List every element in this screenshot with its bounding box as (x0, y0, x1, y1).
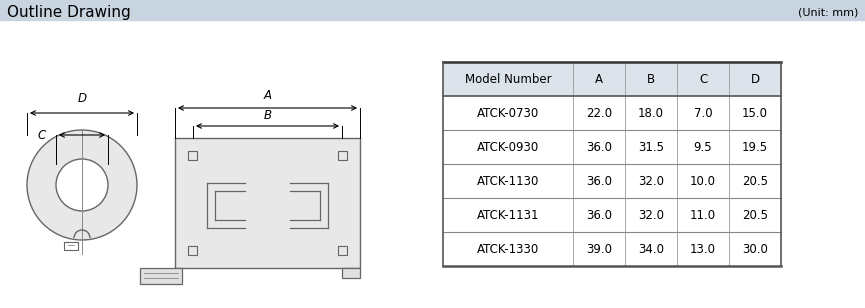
Text: 11.0: 11.0 (690, 209, 716, 221)
Text: 18.0: 18.0 (638, 107, 664, 120)
Text: C: C (38, 128, 46, 141)
Bar (338, 246, 347, 255)
Text: 31.5: 31.5 (638, 140, 664, 153)
Text: 9.5: 9.5 (694, 140, 712, 153)
Text: ATCK-1131: ATCK-1131 (477, 209, 539, 221)
Text: 22.0: 22.0 (586, 107, 612, 120)
Text: 15.0: 15.0 (742, 107, 768, 120)
Bar (443, 164, 781, 198)
Text: C: C (699, 72, 707, 86)
Text: Model Number: Model Number (465, 72, 551, 86)
Text: 20.5: 20.5 (742, 209, 768, 221)
Text: 19.5: 19.5 (742, 140, 768, 153)
Bar (443, 198, 781, 232)
Text: B: B (264, 109, 272, 122)
Text: 10.0: 10.0 (690, 175, 716, 188)
Bar (140, 268, 182, 284)
Bar (188, 246, 197, 255)
Bar (443, 232, 781, 266)
Bar (443, 130, 781, 164)
Text: D: D (78, 92, 86, 105)
Bar (188, 151, 197, 160)
Bar (342, 268, 360, 278)
Text: 34.0: 34.0 (638, 242, 664, 256)
Text: ATCK-1330: ATCK-1330 (477, 242, 539, 256)
Text: 20.5: 20.5 (742, 175, 768, 188)
Text: 36.0: 36.0 (586, 175, 612, 188)
Text: B: B (647, 72, 655, 86)
Text: 7.0: 7.0 (694, 107, 712, 120)
Text: Outline Drawing: Outline Drawing (7, 5, 131, 19)
Bar (443, 96, 781, 130)
Circle shape (56, 159, 108, 211)
Text: D: D (751, 72, 759, 86)
Text: 32.0: 32.0 (638, 175, 664, 188)
Text: 32.0: 32.0 (638, 209, 664, 221)
Text: 30.0: 30.0 (742, 242, 768, 256)
Text: ATCK-0930: ATCK-0930 (477, 140, 539, 153)
Text: 39.0: 39.0 (586, 242, 612, 256)
Text: A: A (264, 89, 272, 102)
Bar (338, 151, 347, 160)
Text: ATCK-0730: ATCK-0730 (477, 107, 539, 120)
Bar (443, 62, 781, 96)
Text: ATCK-1130: ATCK-1130 (477, 175, 539, 188)
Text: (Unit: mm): (Unit: mm) (798, 7, 858, 17)
Bar (0, 0, 865, 20)
Bar (175, 138, 360, 268)
Text: A: A (595, 72, 603, 86)
Text: 36.0: 36.0 (586, 209, 612, 221)
Text: 13.0: 13.0 (690, 242, 716, 256)
Circle shape (27, 130, 137, 240)
Text: 36.0: 36.0 (586, 140, 612, 153)
